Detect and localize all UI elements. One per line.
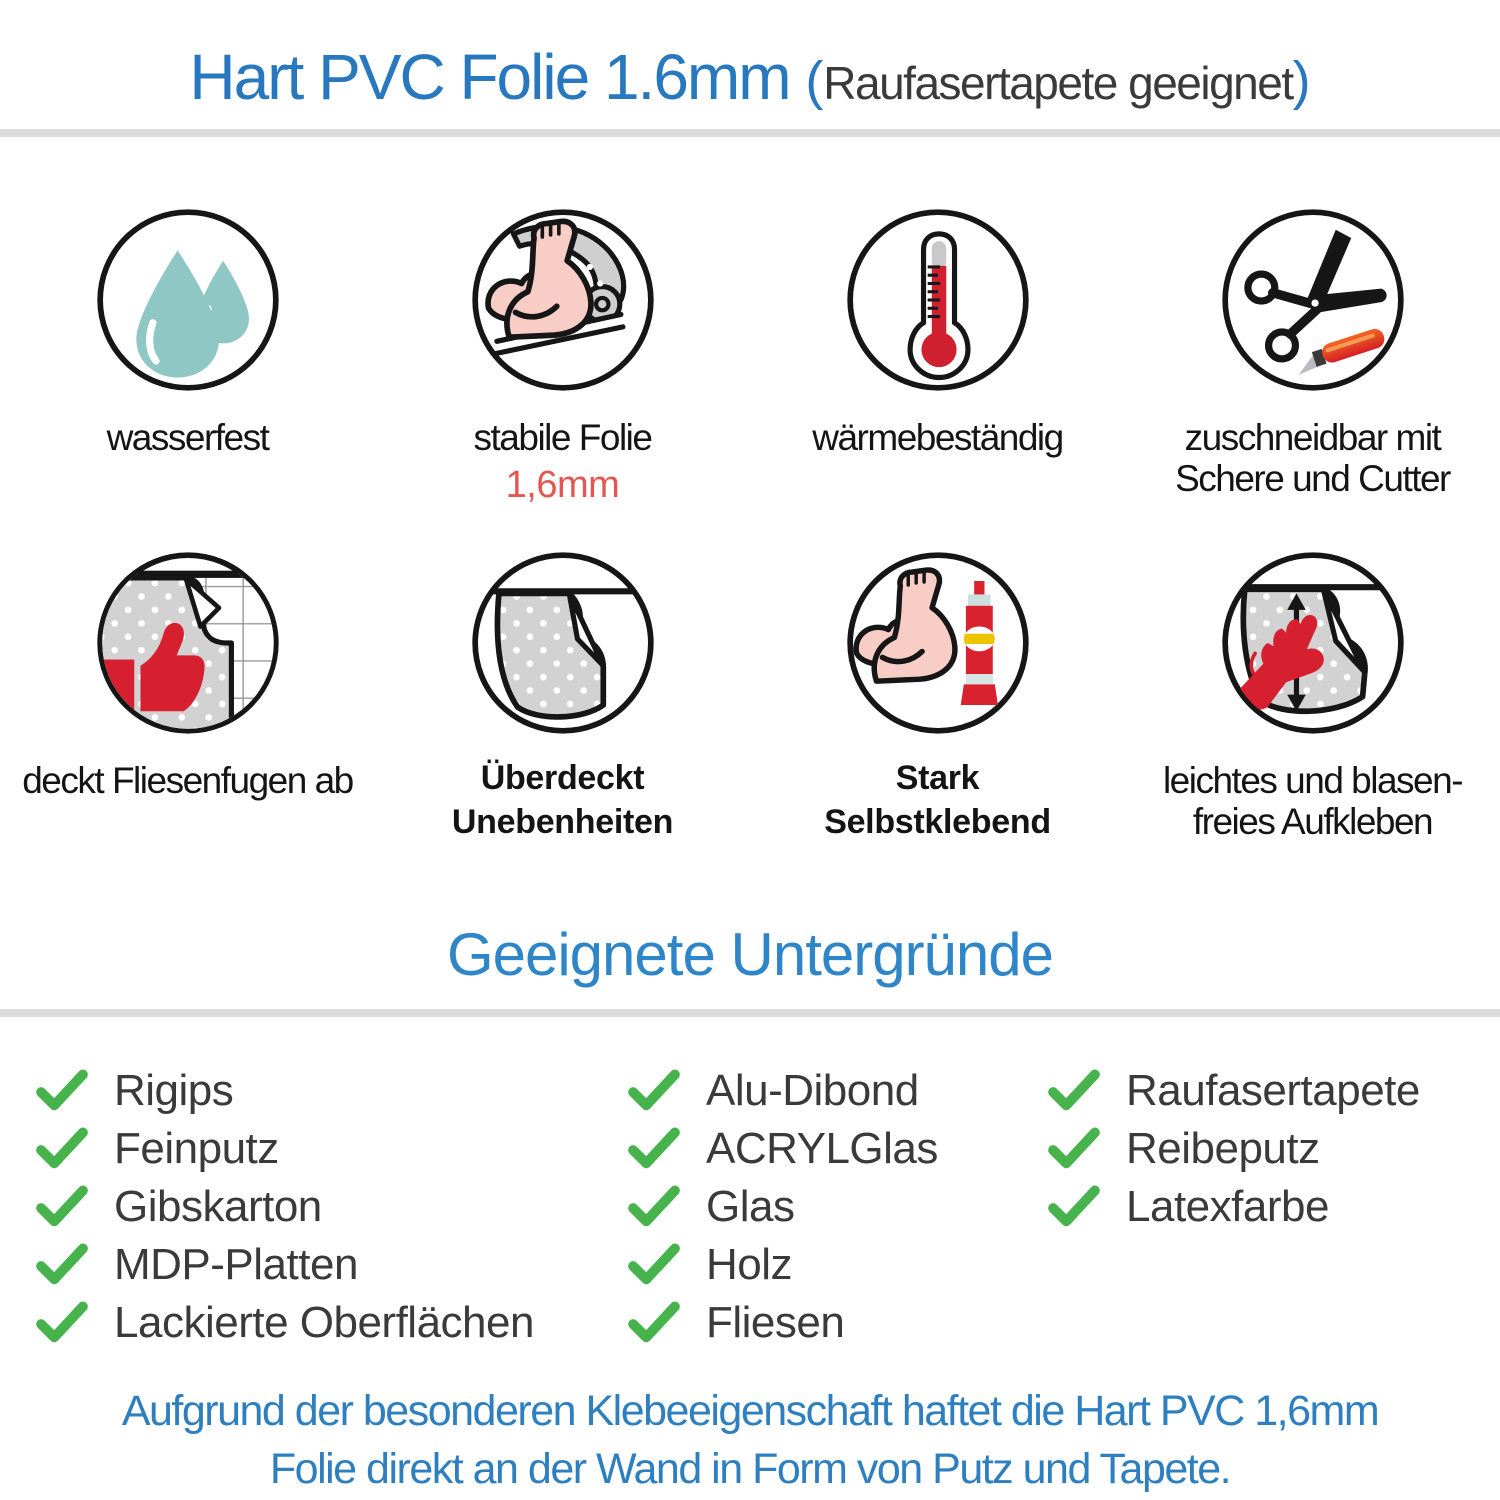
- feature-caption: wasserfest: [106, 417, 270, 458]
- check-icon: [628, 1069, 680, 1111]
- thermometer-icon: [846, 209, 1029, 391]
- page-title: Hart PVC Folie 1.6mm (Raufasertapete gee…: [0, 40, 1500, 114]
- feature-caption: Stark Selbstklebend: [824, 759, 1051, 842]
- check-icon: [628, 1127, 680, 1169]
- scissors-cutter-icon: [1221, 209, 1404, 391]
- foil-fold-icon: [471, 552, 654, 734]
- list-item: MDP-Platten: [34, 1236, 626, 1294]
- water-drops-icon: [96, 209, 279, 391]
- feature-caption: deckt Fliesenfugen ab: [22, 760, 354, 801]
- list-item: Raufasertapete: [1046, 1062, 1480, 1120]
- hand-smoothing-foil-icon: [1221, 552, 1404, 734]
- feature-waermebestaendig: wärmebeständig: [750, 207, 1125, 507]
- list-item: Lackierte Oberflächen: [34, 1294, 626, 1352]
- list-item: Feinputz: [34, 1120, 626, 1178]
- footer-note: Aufgrund der besonderen Klebeeigenschaft…: [0, 1382, 1500, 1498]
- check-icon: [628, 1185, 680, 1227]
- feature-selbstklebend: Stark Selbstklebend: [750, 550, 1125, 850]
- check-icon: [36, 1069, 88, 1111]
- list-item: Glas: [626, 1178, 1046, 1236]
- check-icon: [628, 1243, 680, 1285]
- feature-fliesenfugen: deckt Fliesenfugen ab: [0, 550, 375, 850]
- title-paren-open: (: [805, 51, 824, 111]
- feature-wasserfest: wasserfest: [0, 207, 375, 507]
- check-icon: [1048, 1069, 1100, 1111]
- feature-row-1: wasserfest s: [0, 207, 1500, 507]
- list-item: Holz: [626, 1236, 1046, 1294]
- list-item: Rigips: [34, 1062, 626, 1120]
- feature-sub-thickness: 1,6mm: [505, 464, 620, 507]
- substrates-list: Rigips Feinputz Gibskarton MDP-Platten L…: [34, 1062, 1480, 1352]
- check-icon: [36, 1185, 88, 1227]
- title-main: Hart PVC Folie 1.6mm: [189, 41, 806, 113]
- substrates-column-2: Alu-Dibond ACRYLGlas Glas Holz Fliesen: [626, 1062, 1046, 1352]
- footer-line-1: Aufgrund der besonderen Klebeeigenschaft…: [121, 1387, 1380, 1435]
- list-item: Gibskarton: [34, 1178, 626, 1236]
- feature-row-2: deckt Fliesenfugen ab: [0, 550, 1500, 850]
- feature-caption: wärmebeständig: [812, 417, 1064, 458]
- list-item: ACRYLGlas: [626, 1120, 1046, 1178]
- check-icon: [36, 1301, 88, 1343]
- substrates-column-1: Rigips Feinputz Gibskarton MDP-Platten L…: [34, 1062, 626, 1352]
- substrates-column-3: Raufasertapete Reibeputz Latexfarbe: [1046, 1062, 1480, 1352]
- title-paren-close: ): [1292, 51, 1311, 111]
- feature-zuschneidbar: zuschneidbar mit Schere und Cutter: [1125, 207, 1500, 507]
- feature-caption: stabile Folie: [473, 417, 653, 458]
- list-item: Latexfarbe: [1046, 1178, 1480, 1236]
- divider-top: [0, 129, 1500, 137]
- list-item: Reibeputz: [1046, 1120, 1480, 1178]
- list-item: Fliesen: [626, 1294, 1046, 1352]
- feature-stabile-folie: stabile Folie 1,6mm: [375, 207, 750, 507]
- divider-middle: [0, 1009, 1500, 1017]
- footer-line-2: Folie direkt an der Wand in Form von Put…: [269, 1445, 1232, 1494]
- title-note: Raufasertapete geeignet: [823, 57, 1294, 109]
- feature-aufkleben: leichtes und blasen- freies Aufkleben: [1125, 550, 1500, 850]
- check-icon: [1048, 1185, 1100, 1227]
- check-icon: [1048, 1127, 1100, 1169]
- feature-caption: Überdeckt Unebenheiten: [451, 759, 674, 842]
- list-item: Alu-Dibond: [626, 1062, 1046, 1120]
- strong-arm-foil-icon: [471, 209, 654, 391]
- section-heading-untergruende: Geeignete Untergründe: [446, 921, 1054, 988]
- check-icon: [628, 1301, 680, 1343]
- feature-caption: zuschneidbar mit Schere und Cutter: [1175, 417, 1451, 500]
- thumbs-up-tiles-icon: [96, 552, 279, 734]
- check-icon: [36, 1243, 88, 1285]
- feature-unebenheiten: Überdeckt Unebenheiten: [375, 550, 750, 850]
- feature-caption: leichtes und blasen- freies Aufkleben: [1162, 760, 1464, 843]
- check-icon: [36, 1127, 88, 1169]
- arm-glue-tube-icon: [846, 552, 1029, 734]
